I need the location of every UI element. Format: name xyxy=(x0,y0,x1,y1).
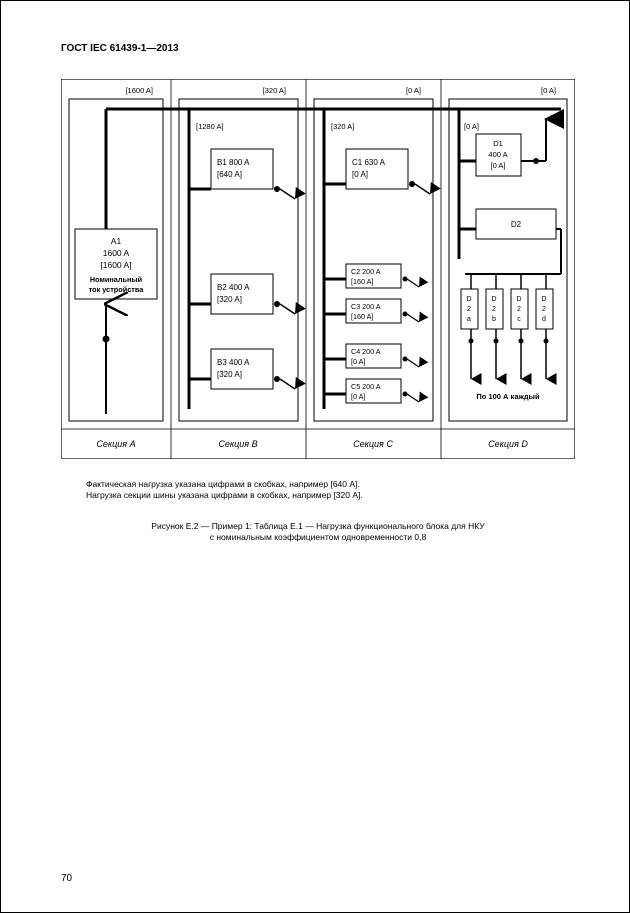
top-load-c: [0 A] xyxy=(406,86,421,95)
sec-load-d: [0 A] xyxy=(464,122,479,131)
svg-text:D: D xyxy=(541,296,546,303)
c4-l1: C4 200 A xyxy=(351,347,381,356)
svg-text:2: 2 xyxy=(492,306,496,313)
d1-l1: D1 xyxy=(493,139,503,148)
diagram: [1600 A] [320 A] [0 A] [0 A] A1 1600 A [… xyxy=(61,79,575,459)
sec-c: Секция C xyxy=(353,439,393,449)
svg-text:d: d xyxy=(542,316,546,323)
b3-l2: [320 A] xyxy=(217,370,242,379)
d1-l3: [0 A] xyxy=(490,161,505,170)
top-load-a: [1600 A] xyxy=(125,86,153,95)
note-2: Нагрузка секции шины указана цифрами в с… xyxy=(86,490,546,501)
svg-text:2: 2 xyxy=(517,306,521,313)
sec-load-b: [1280 A] xyxy=(196,122,224,131)
d1-l2: 400 A xyxy=(488,150,507,159)
c5-l2: [0 A] xyxy=(351,392,365,401)
c2-l1: C2 200 A xyxy=(351,267,381,276)
caption-l2: с номинальным коэффициентом одновременно… xyxy=(61,532,575,543)
svg-text:a: a xyxy=(467,316,471,323)
c3-l2: [160 A] xyxy=(351,312,373,321)
top-load-d: [0 A] xyxy=(541,86,556,95)
d2-label: D2 xyxy=(511,220,522,229)
notes: Фактическая нагрузка указана цифрами в с… xyxy=(86,479,546,502)
sec-load-c: [320 A] xyxy=(331,122,354,131)
svg-text:2: 2 xyxy=(542,306,546,313)
b2-l1: B2 400 A xyxy=(217,283,250,292)
a1-l1: A1 xyxy=(111,236,122,246)
a1-l3: [1600 A] xyxy=(100,260,131,270)
sec-b: Секция B xyxy=(218,439,257,449)
c1-l1: C1 630 A xyxy=(352,158,386,167)
svg-text:c: c xyxy=(517,316,521,323)
sec-a: Секция A xyxy=(96,439,135,449)
page-number: 70 xyxy=(61,873,72,884)
sec-d: Секция D xyxy=(488,439,528,449)
svg-text:D: D xyxy=(466,296,471,303)
note-1: Фактическая нагрузка указана цифрами в с… xyxy=(86,479,546,490)
d2-note: По 100 А каждый xyxy=(476,392,540,401)
top-load-b: [320 A] xyxy=(263,86,286,95)
b1-l2: [640 A] xyxy=(217,170,242,179)
b1-l1: B1 800 A xyxy=(217,158,250,167)
doc-standard: ГОСТ IEC 61439-1—2013 xyxy=(61,43,179,54)
caption-l1: Рисунок Е.2 — Пример 1: Таблица Е.1 — На… xyxy=(61,521,575,532)
page: ГОСТ IEC 61439-1—2013 70 xyxy=(0,0,630,913)
svg-text:D: D xyxy=(516,296,521,303)
c4-l2: [0 A] xyxy=(351,357,365,366)
c2-l2: [160 A] xyxy=(351,277,373,286)
a1-l5: ток устройства xyxy=(89,285,145,294)
a1-l2: 1600 A xyxy=(103,248,130,258)
svg-text:2: 2 xyxy=(467,306,471,313)
svg-text:D: D xyxy=(491,296,496,303)
c3-l1: C3 200 A xyxy=(351,302,381,311)
c5-l1: C5 200 A xyxy=(351,382,381,391)
a1-l4: Номинальный xyxy=(90,275,142,284)
c1-l2: [0 A] xyxy=(352,170,368,179)
figure-caption: Рисунок Е.2 — Пример 1: Таблица Е.1 — На… xyxy=(61,521,575,544)
svg-text:b: b xyxy=(492,316,496,323)
b2-l2: [320 A] xyxy=(217,295,242,304)
b3-l1: B3 400 A xyxy=(217,358,250,367)
